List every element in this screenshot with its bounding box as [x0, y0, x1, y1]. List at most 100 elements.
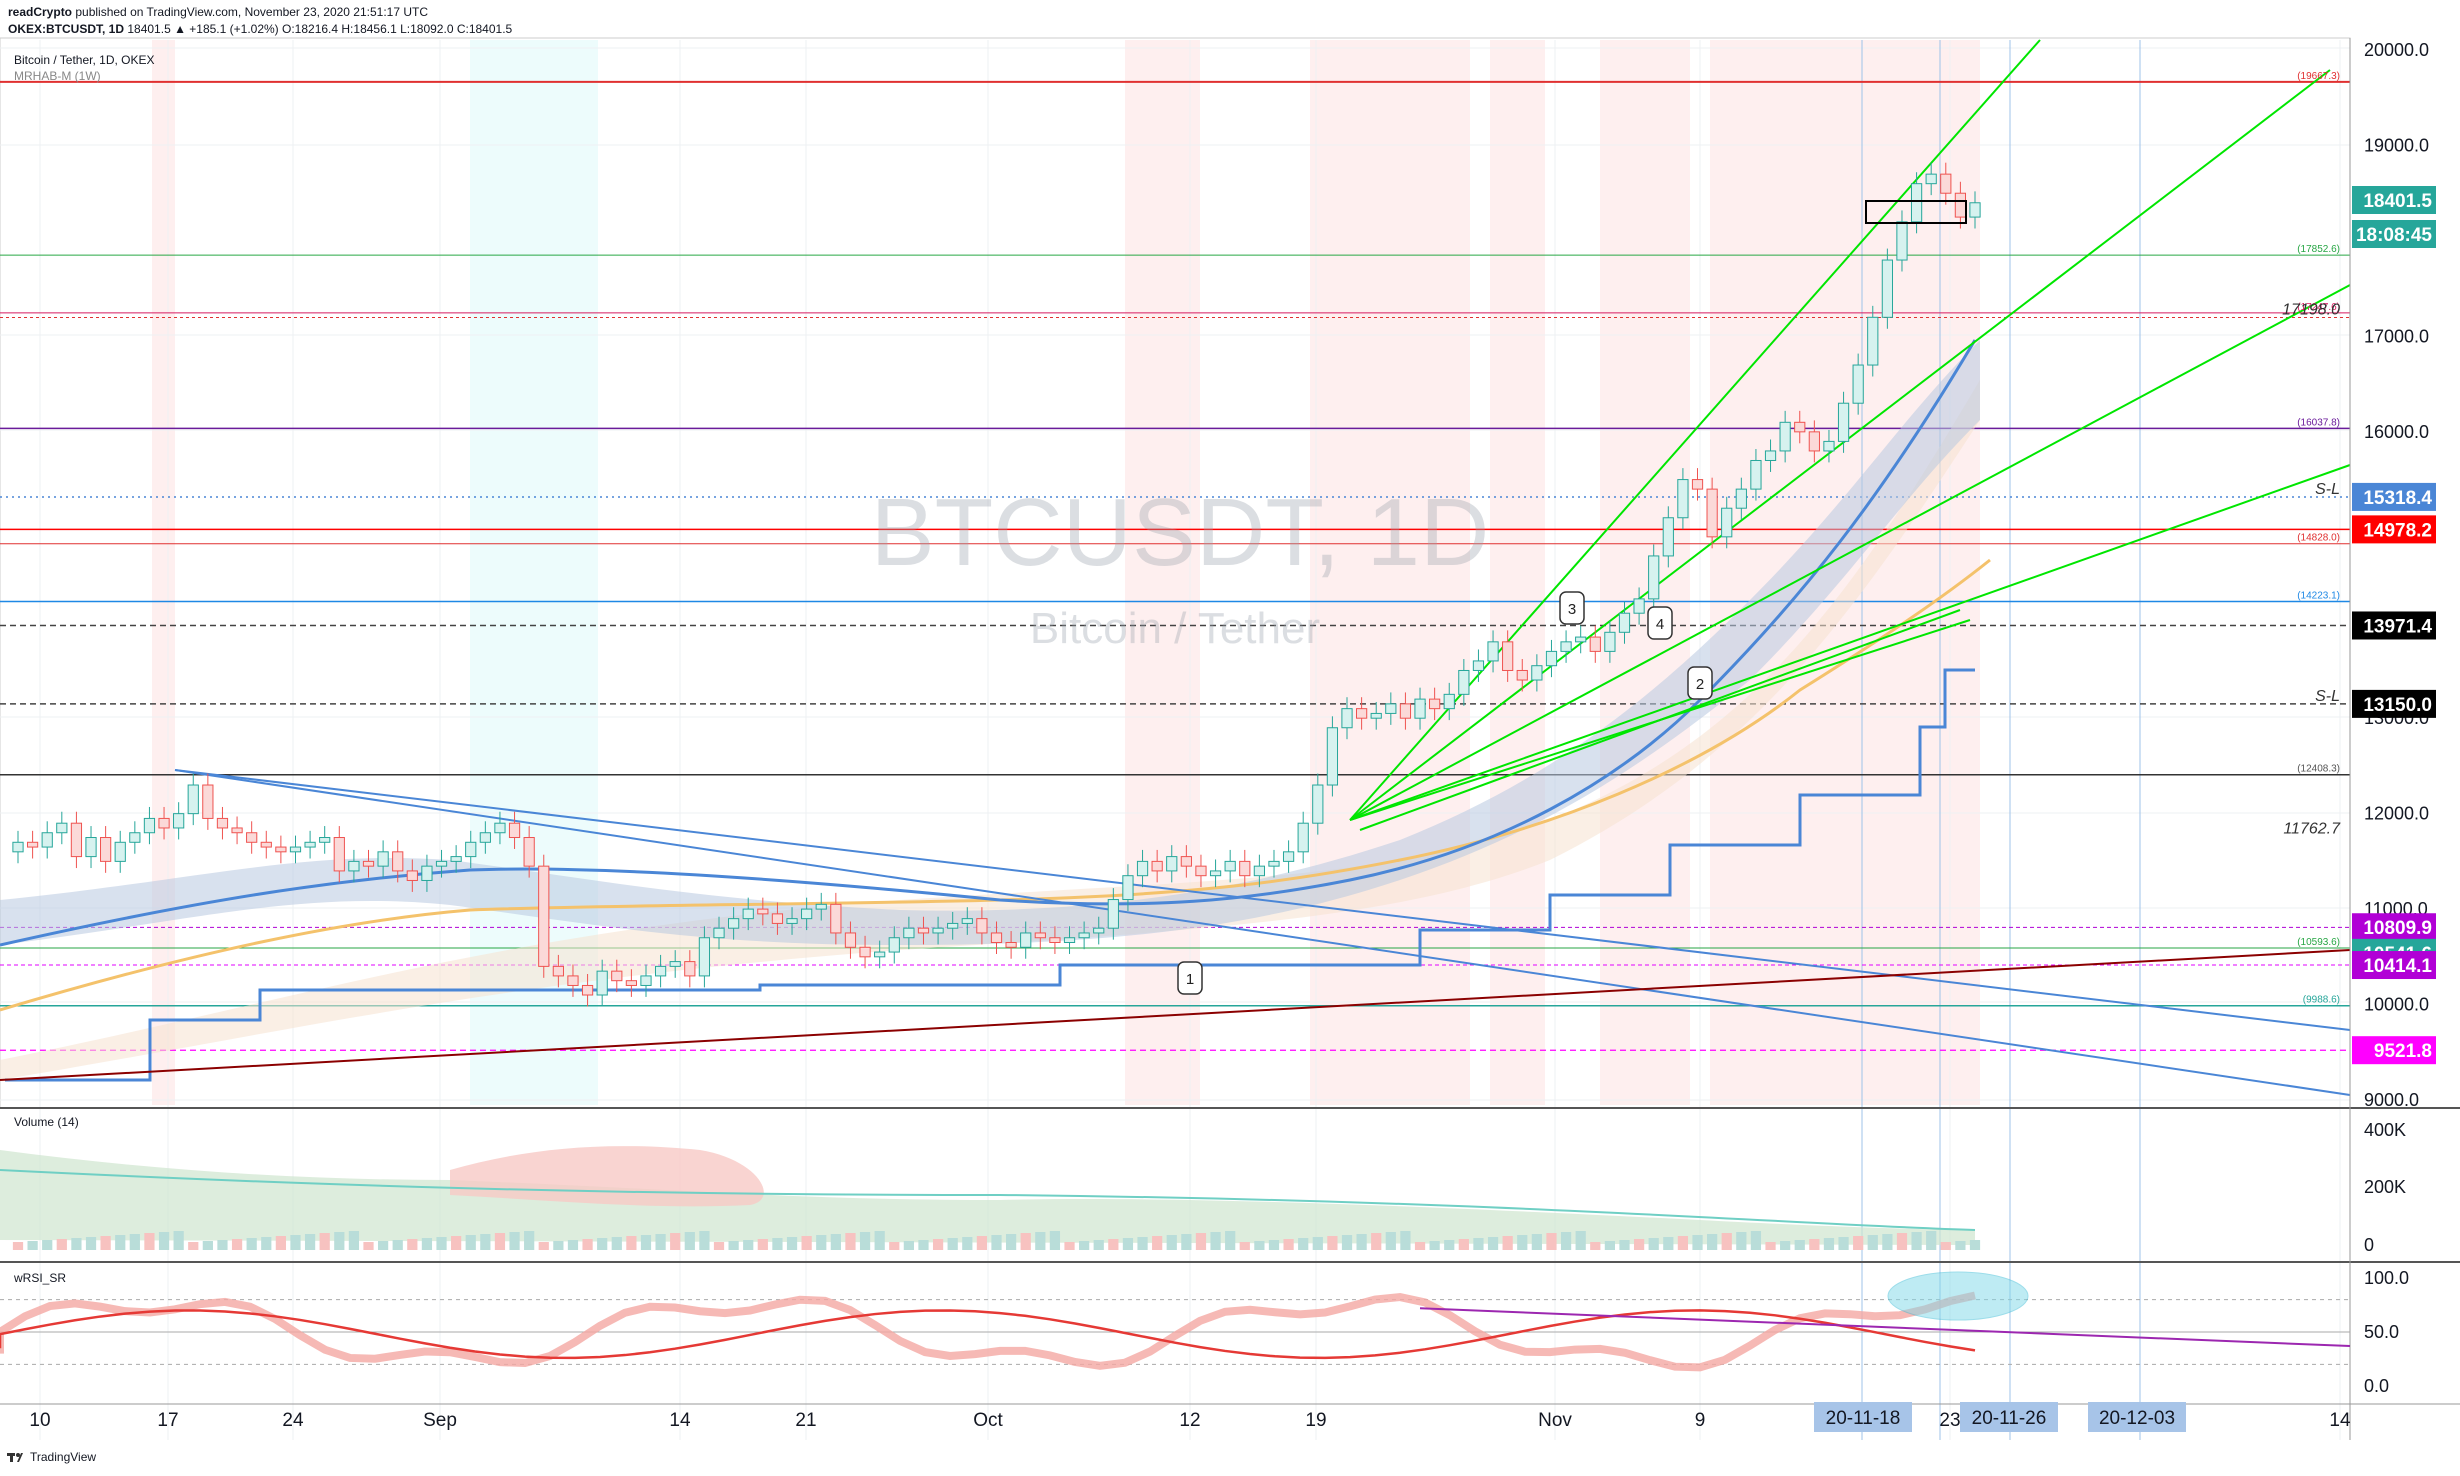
volume-bar: [1079, 1241, 1090, 1250]
volume-bar: [1371, 1233, 1382, 1250]
volume-bar: [1648, 1238, 1659, 1250]
volume-bar: [1940, 1242, 1951, 1250]
price-label-text: 10809.9: [2363, 918, 2432, 939]
candle: [786, 918, 798, 924]
marker-label: 2: [1696, 676, 1704, 693]
candle: [1063, 937, 1076, 944]
x-tick-label: 23: [1939, 1410, 1960, 1431]
level-annotation: (12408.3): [2297, 764, 2340, 775]
volume-bar: [713, 1242, 725, 1250]
level-annotation: (19667.3): [2297, 71, 2340, 82]
price-label: 14978.2: [2352, 515, 2436, 544]
volume-bar: [188, 1242, 199, 1250]
volume-bar: [1882, 1234, 1893, 1250]
publisher-name[interactable]: readCrypto: [8, 5, 73, 19]
chart-header: readCrypto published on TradingView.com,…: [8, 4, 1208, 38]
candle: [1823, 440, 1835, 452]
volume-bar: [1108, 1239, 1119, 1250]
candle: [698, 937, 711, 977]
date-badge: 20-11-26: [1960, 1402, 2058, 1432]
volume-bar: [275, 1236, 286, 1250]
candle: [1954, 192, 1967, 218]
price-label-text: 10414.1: [2363, 956, 2432, 977]
candle: [1735, 488, 1747, 509]
price-label-box: [2352, 611, 2436, 640]
highlight-box: [1865, 200, 1967, 224]
candle: [1005, 942, 1017, 948]
candle: [56, 822, 68, 834]
volume-bar: [1969, 1240, 1981, 1250]
candle: [1268, 860, 1280, 867]
volume-bar: [1838, 1237, 1849, 1250]
candle: [70, 822, 83, 858]
volume-bar: [830, 1234, 841, 1250]
date-badge-text: 20-11-26: [1972, 1408, 2047, 1429]
volume-bar: [597, 1238, 608, 1250]
volume-bar: [1823, 1238, 1835, 1250]
volume-bar: [976, 1236, 988, 1250]
volume-bar: [1604, 1241, 1615, 1250]
candle: [1166, 856, 1178, 872]
y-tick-label: 20000.0: [2364, 40, 2429, 60]
candle: [12, 841, 24, 853]
candle: [990, 932, 1003, 944]
legend-indicator: MRHAB-M (1W): [14, 69, 101, 83]
ma-band: [0, 340, 1980, 945]
volume-bar: [1560, 1232, 1572, 1250]
volume-bar: [1327, 1236, 1338, 1250]
candle: [1662, 517, 1674, 557]
volume-bar: [1926, 1231, 1937, 1250]
volume-bar: [56, 1239, 67, 1250]
level-annotation: 17198.0: [2282, 302, 2340, 319]
volume-bar: [319, 1233, 330, 1250]
candle: [771, 913, 784, 924]
volume-bar: [173, 1231, 184, 1250]
volume-bar: [158, 1232, 170, 1250]
level-annotation: 11762.7: [2283, 820, 2341, 837]
candle: [435, 860, 448, 867]
volume-bar: [1385, 1232, 1396, 1250]
x-tick-label: 17: [157, 1410, 178, 1431]
volume-bar: [12, 1242, 24, 1250]
candle: [1443, 693, 1455, 710]
candle: [801, 908, 813, 920]
tradingview-logo-icon: [6, 1450, 24, 1464]
volume-bar: [582, 1239, 593, 1250]
volume-bar: [1794, 1240, 1805, 1250]
y-tick-label: 9000.0: [2364, 1090, 2419, 1110]
volume-bar: [932, 1239, 944, 1250]
candle: [143, 817, 156, 834]
candle: [114, 841, 126, 862]
volume-bar: [27, 1241, 38, 1250]
candle: [625, 980, 637, 986]
volume-bar: [567, 1240, 579, 1250]
candle: [1326, 727, 1339, 786]
candle: [216, 817, 229, 829]
marker-bubble: [1687, 666, 1713, 700]
volume-bar: [1633, 1239, 1645, 1250]
price-label-box: [2352, 913, 2436, 942]
candle: [1837, 402, 1850, 442]
volume-bar: [1414, 1242, 1426, 1250]
candle: [479, 832, 491, 843]
price-label-text: 13150.0: [2363, 695, 2432, 716]
volume-bar: [348, 1231, 360, 1250]
footer-brand[interactable]: TradingView: [30, 1450, 97, 1464]
candle: [1969, 202, 1981, 218]
candle: [1545, 650, 1558, 667]
volume-bar: [1473, 1238, 1484, 1250]
price-label-box: [2352, 515, 2436, 544]
volume-bar: [129, 1234, 140, 1250]
candle: [508, 822, 521, 839]
candle: [669, 961, 681, 967]
candle: [1604, 631, 1616, 652]
volume-bar: [1736, 1232, 1747, 1250]
date-badge: 20-11-18: [1814, 1402, 1912, 1432]
volume-bar: [465, 1235, 476, 1250]
candle: [684, 961, 696, 977]
y-tick-label: 12000.0: [2364, 804, 2429, 824]
candle: [450, 856, 462, 862]
candle: [1224, 860, 1236, 872]
volume-bar: [1400, 1231, 1411, 1250]
